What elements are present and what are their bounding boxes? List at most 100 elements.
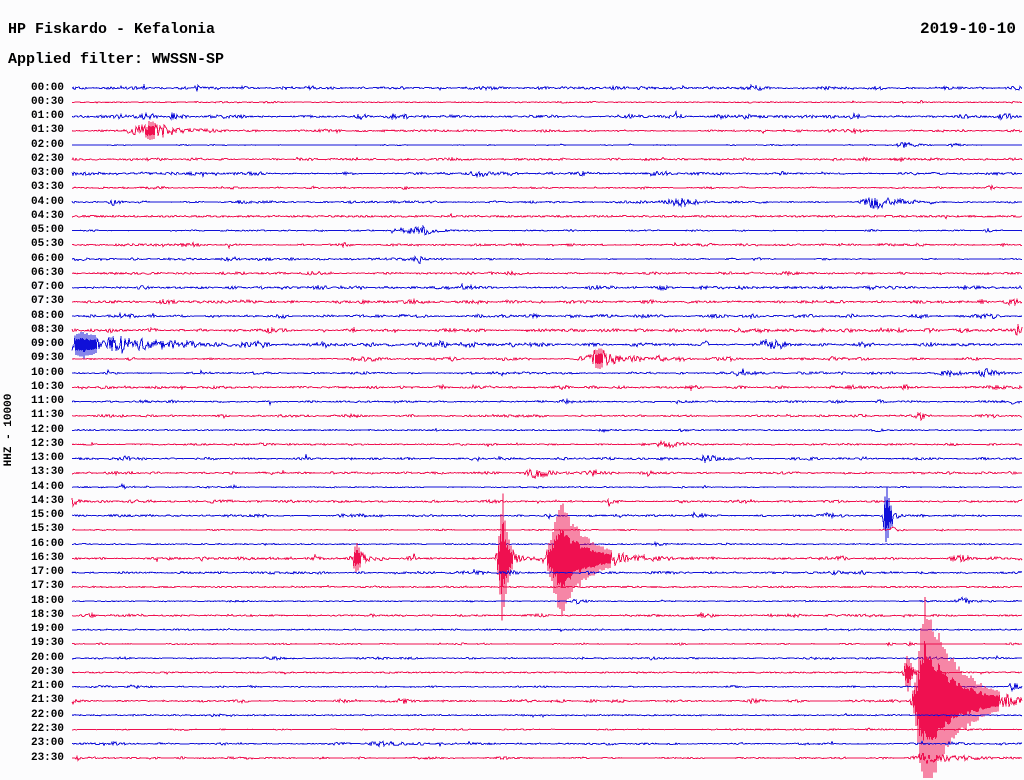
row-time-label: 12:00 <box>30 423 64 436</box>
row-time-label: 18:00 <box>30 594 64 607</box>
row-time-label: 16:00 <box>30 537 64 550</box>
trace-row-08:00 <box>71 311 1023 320</box>
row-time-label: 22:30 <box>30 722 64 735</box>
trace-row-04:30 <box>71 212 1023 220</box>
trace-row-01:30 <box>71 121 1023 140</box>
row-time-label: 11:00 <box>30 395 64 408</box>
trace-row-18:00 <box>71 596 1022 605</box>
trace-row-03:30 <box>71 184 1023 192</box>
trace-row-14:30 <box>71 497 1023 508</box>
row-time-label: 10:30 <box>30 380 64 393</box>
row-time-label: 11:30 <box>30 409 64 422</box>
trace-row-06:00 <box>71 255 1023 265</box>
trace-row-19:00 <box>72 627 1023 633</box>
trace-row-23:30 <box>71 752 1023 764</box>
trace-row-09:00 <box>71 331 1023 359</box>
row-time-label: 19:00 <box>30 623 64 636</box>
row-time-label: 04:00 <box>30 195 64 208</box>
station-title: HP Fiskardo - Kefalonia <box>8 21 216 38</box>
trace-row-11:30 <box>71 411 1022 422</box>
row-time-label: 17:30 <box>30 580 64 593</box>
trace-row-10:30 <box>71 384 1023 392</box>
trace-row-08:30 <box>71 324 1023 336</box>
trace-row-22:30 <box>71 727 1023 732</box>
row-time-label: 14:00 <box>30 480 64 493</box>
trace-row-18:30 <box>71 611 1023 619</box>
row-time-label: 22:00 <box>30 708 64 721</box>
row-time-label: 10:00 <box>30 366 64 379</box>
trace-row-15:00 <box>71 486 1023 543</box>
trace-row-12:30 <box>71 439 1023 449</box>
trace-row-16:30 <box>71 493 1023 621</box>
row-time-label: 06:00 <box>30 252 64 265</box>
trace-row-17:30 <box>71 584 1023 589</box>
trace-row-00:30 <box>71 99 1023 104</box>
trace-row-14:00 <box>71 482 1023 490</box>
row-time-label: 12:30 <box>30 437 64 450</box>
trace-row-11:00 <box>71 397 1023 407</box>
row-time-label: 18:30 <box>30 608 64 621</box>
row-time-label: 16:30 <box>30 551 64 564</box>
row-time-label: 00:30 <box>30 95 64 108</box>
trace-row-21:00 <box>71 682 1023 693</box>
trace-row-16:00 <box>71 541 1023 548</box>
row-time-label: 04:30 <box>30 209 64 222</box>
trace-row-00:00 <box>71 83 1023 92</box>
trace-row-06:30 <box>71 269 1023 277</box>
row-time-label: 23:30 <box>30 751 64 764</box>
row-time-label: 13:00 <box>30 452 64 465</box>
row-time-label: 15:00 <box>30 509 64 522</box>
applied-filter-label: Applied filter: WWSSN-SP <box>8 51 225 68</box>
row-time-label: 20:00 <box>30 651 64 664</box>
row-time-label: 03:30 <box>30 181 64 194</box>
row-time-label: 05:00 <box>30 224 64 237</box>
trace-row-13:00 <box>72 454 1023 464</box>
row-time-label: 07:00 <box>30 281 64 294</box>
date-label: 2019-10-10 <box>919 20 1016 38</box>
trace-row-21:30 <box>71 596 1023 779</box>
trace-row-20:30 <box>71 656 1023 692</box>
row-time-label: 08:30 <box>30 323 64 336</box>
trace-row-04:00 <box>71 197 1023 210</box>
row-time-label: 17:00 <box>30 566 64 579</box>
trace-row-23:00 <box>72 739 1023 748</box>
trace-row-22:00 <box>71 712 1023 718</box>
trace-row-20:00 <box>71 654 1022 661</box>
trace-row-07:00 <box>71 282 1023 292</box>
trace-row-10:00 <box>72 368 1023 378</box>
row-time-label: 14:30 <box>30 494 64 507</box>
row-time-label: 00:00 <box>30 81 64 94</box>
trace-row-19:30 <box>71 640 1023 647</box>
row-time-label: 07:30 <box>30 295 64 308</box>
row-time-label: 15:30 <box>30 523 64 536</box>
row-time-label: 01:00 <box>30 110 64 122</box>
row-time-label: 13:30 <box>30 466 64 479</box>
trace-row-17:00 <box>71 568 1023 576</box>
row-time-label: 03:00 <box>30 167 64 180</box>
row-time-label: 21:00 <box>30 680 64 693</box>
trace-row-07:30 <box>71 297 1023 307</box>
trace-row-02:00 <box>71 141 1023 149</box>
row-time-label: 21:30 <box>30 694 64 707</box>
trace-row-05:00 <box>71 224 1023 236</box>
row-time-label: 05:30 <box>30 238 64 251</box>
row-time-label: 02:00 <box>30 138 64 151</box>
row-time-label: 06:30 <box>30 266 64 279</box>
trace-row-05:30 <box>71 241 1023 250</box>
row-time-label: 09:30 <box>30 352 64 365</box>
trace-row-01:00 <box>71 110 1023 121</box>
trace-row-09:30 <box>71 348 1023 370</box>
row-time-label: 01:30 <box>30 124 64 137</box>
row-time-label: 20:30 <box>30 665 64 678</box>
trace-row-03:00 <box>71 170 1023 179</box>
row-time-label: 02:30 <box>30 152 64 165</box>
trace-row-15:30 <box>71 526 1023 532</box>
row-time-label: 23:00 <box>30 737 64 750</box>
row-time-label: 08:00 <box>30 309 64 322</box>
trace-row-02:30 <box>71 156 1023 163</box>
row-time-label: 19:30 <box>30 637 64 650</box>
row-time-label: 09:00 <box>30 338 64 351</box>
trace-row-12:00 <box>71 427 1022 433</box>
